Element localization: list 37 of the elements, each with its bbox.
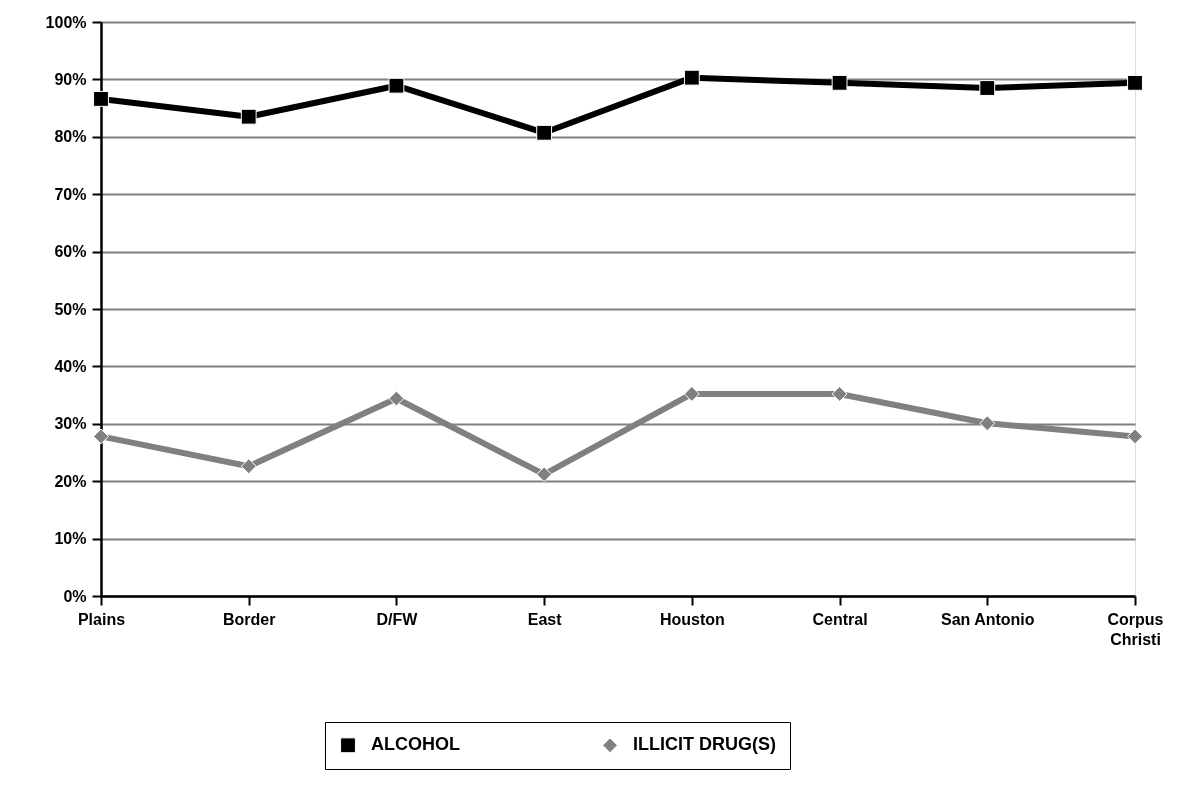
- y-tick-label: 30%: [54, 415, 87, 433]
- point: [831, 386, 848, 402]
- point: [93, 428, 109, 445]
- y-tick-label: 80%: [54, 128, 87, 146]
- y-tick-label: 70%: [54, 185, 87, 203]
- y-tick-label: 60%: [54, 243, 87, 261]
- point: [1127, 428, 1143, 445]
- y-tick-label: 10%: [54, 530, 87, 548]
- legend-label: ALCOHOL: [371, 734, 460, 755]
- point: [240, 458, 257, 475]
- y-tick-label: 100%: [45, 13, 87, 31]
- y-tick-label: 20%: [54, 472, 87, 490]
- x-tick-label: Border: [222, 610, 276, 628]
- y-tick-label: 50%: [54, 300, 87, 318]
- x-tick-label: Central: [812, 610, 868, 628]
- x-tick-label: D/FW: [376, 610, 419, 628]
- point: [831, 74, 848, 91]
- x-tick-label: Corpus Christi: [1107, 610, 1164, 648]
- point: [683, 69, 700, 86]
- y-tick-label: 90%: [54, 70, 87, 88]
- point: [979, 80, 996, 96]
- y-tick-label: 40%: [54, 357, 87, 375]
- x-tick-label: Houston: [659, 610, 725, 628]
- point: [388, 390, 405, 407]
- point: [93, 91, 109, 107]
- point: [536, 466, 553, 483]
- point: [979, 415, 996, 432]
- x-tick-label: San Antonio: [940, 610, 1035, 628]
- point: [240, 108, 257, 125]
- legend-label: ILLICIT DRUG(S): [633, 734, 776, 755]
- point: [536, 124, 553, 141]
- y-tick-label: 0%: [63, 587, 87, 605]
- point: [388, 77, 405, 94]
- point: [683, 386, 700, 402]
- x-tick-label: Plains: [77, 610, 126, 628]
- point: [1127, 74, 1143, 91]
- x-tick-label: East: [527, 610, 563, 628]
